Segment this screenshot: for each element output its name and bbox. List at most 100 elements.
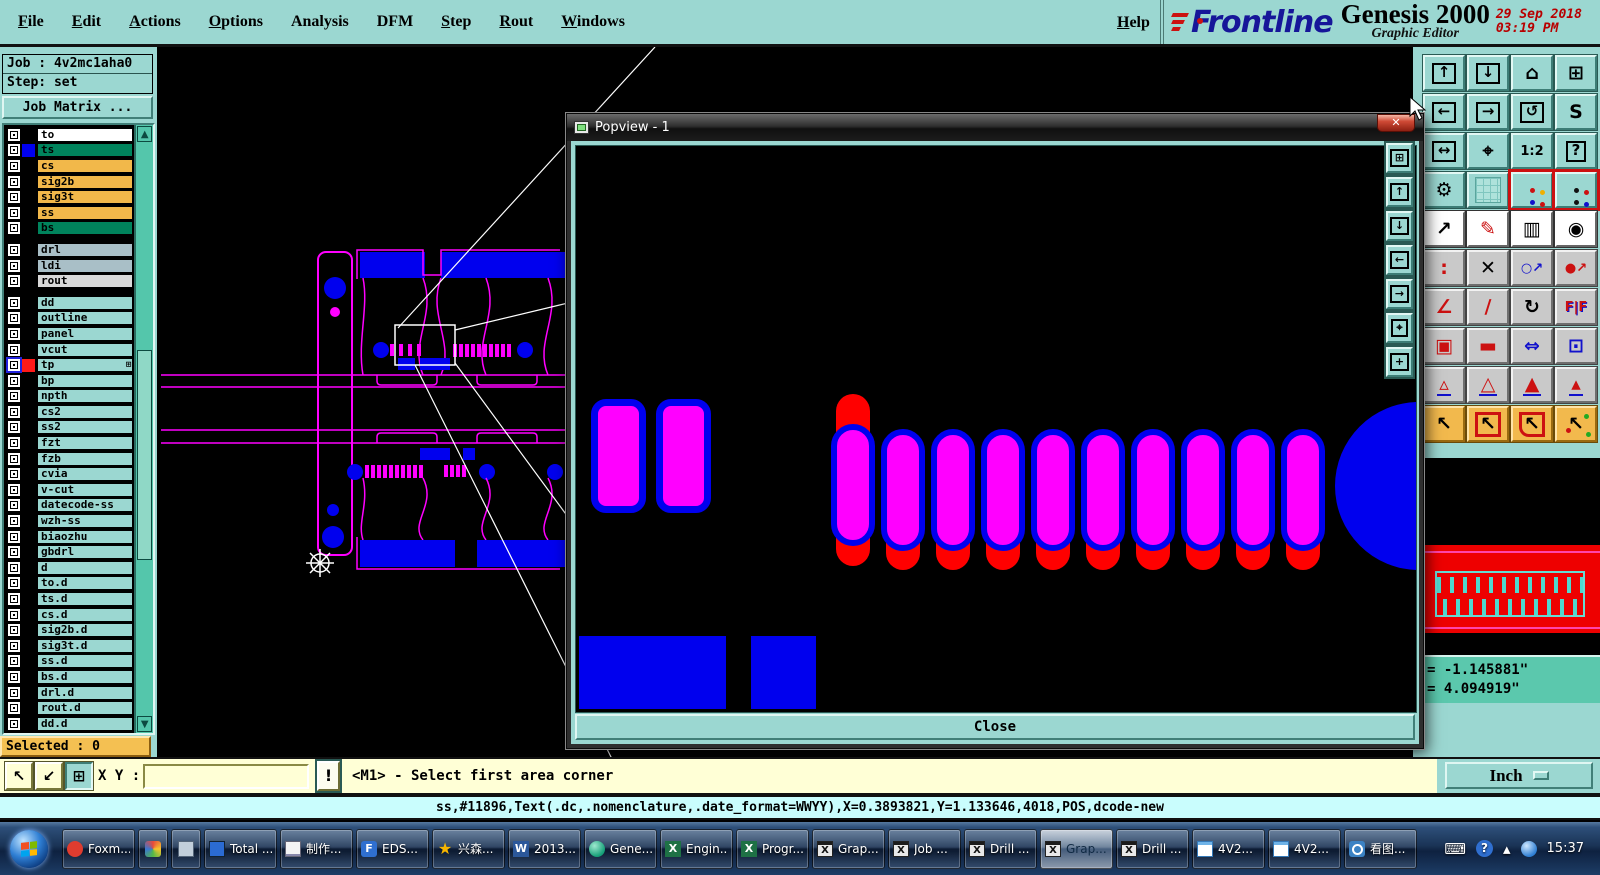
layer-row-gbdrl[interactable]: gbdrl bbox=[6, 544, 134, 560]
layer-checkbox-dd.d[interactable] bbox=[8, 717, 20, 730]
home-view-button[interactable]: ⌂ bbox=[1511, 55, 1553, 91]
layer-name-vcut[interactable]: vcut bbox=[37, 342, 134, 357]
taskbar-app-job[interactable]: X Job ... bbox=[888, 828, 961, 869]
layer-checkbox-fzt[interactable] bbox=[8, 437, 20, 450]
layer-name-bs.d[interactable]: bs.d bbox=[37, 669, 134, 684]
layer-checkbox-outline[interactable] bbox=[8, 312, 20, 325]
layer-row-wzh-ss[interactable]: wzh-ss bbox=[6, 513, 134, 529]
rotate-button[interactable]: ↻ bbox=[1511, 289, 1553, 325]
popview-titlebar[interactable]: Popview - 1 ✕ bbox=[567, 114, 1423, 141]
layer-name-fzb[interactable]: fzb bbox=[37, 451, 134, 466]
height-tool-3-button[interactable]: ▲ bbox=[1511, 367, 1553, 403]
menu-options[interactable]: Options bbox=[208, 13, 263, 30]
layer-swatch-ss.d[interactable] bbox=[22, 655, 35, 668]
layer-name-ts.d[interactable]: ts.d bbox=[37, 592, 134, 607]
taskbar-app-total[interactable]: Total ... bbox=[204, 828, 277, 869]
layer-swatch-dd[interactable] bbox=[22, 296, 35, 309]
layer-row-cs2[interactable]: cs2 bbox=[6, 404, 134, 420]
layer-checkbox-sig3t[interactable] bbox=[8, 191, 20, 204]
taskbar-app-drill[interactable]: X Drill ... bbox=[1116, 828, 1189, 869]
layer-name-cs2[interactable]: cs2 bbox=[37, 404, 134, 419]
layer-name-cvia[interactable]: cvia bbox=[37, 467, 134, 482]
layer-colors-b-button[interactable] bbox=[1555, 172, 1597, 208]
layer-name-npth[interactable]: npth bbox=[37, 389, 134, 404]
layer-swatch-drl[interactable] bbox=[22, 243, 35, 256]
layer-row-ss[interactable]: ss bbox=[6, 205, 134, 221]
layer-row-outline[interactable]: outline bbox=[6, 311, 134, 327]
shift-right-button[interactable]: → bbox=[1386, 279, 1413, 309]
taskbar-app-4v2[interactable]: 4V2... bbox=[1192, 828, 1265, 869]
previous-view-button[interactable]: ↺ bbox=[1511, 94, 1553, 130]
layer-checkbox-drl[interactable] bbox=[8, 243, 20, 256]
height-tool-4-button[interactable]: ▴ bbox=[1555, 367, 1597, 403]
layer-checkbox-wzh-ss[interactable] bbox=[8, 515, 20, 528]
layer-name-to[interactable]: to bbox=[37, 127, 134, 142]
zoom-1-2-button[interactable]: 1:2 bbox=[1511, 133, 1553, 169]
layer-row-rout.d[interactable]: rout.d bbox=[6, 700, 134, 716]
keyboard-icon[interactable]: ⌨ bbox=[1444, 839, 1466, 858]
popview-window-button[interactable]: ⊞ bbox=[1386, 143, 1413, 173]
layer-swatch-vcut[interactable] bbox=[22, 343, 35, 356]
layer-swatch-sig2b.d[interactable] bbox=[22, 624, 35, 637]
layer-name-bp[interactable]: bp bbox=[37, 373, 134, 388]
layer-swatch-sig3t.d[interactable] bbox=[22, 639, 35, 652]
layer-name-biaozhu[interactable]: biaozhu bbox=[37, 529, 134, 544]
layer-colors-a-button[interactable] bbox=[1511, 172, 1553, 208]
grid-window-tool-button[interactable]: ⊞ bbox=[65, 762, 93, 790]
layer-swatch-rout[interactable] bbox=[22, 275, 35, 288]
layer-swatch-dd.d[interactable] bbox=[22, 717, 35, 730]
layer-checkbox-bs[interactable] bbox=[8, 222, 20, 235]
layer-row-tp[interactable]: tp ⊞ bbox=[6, 357, 134, 374]
layer-row-dd.d[interactable]: dd.d bbox=[6, 716, 134, 732]
layer-row-panel[interactable]: panel bbox=[6, 326, 134, 342]
menu-analysis[interactable]: Analysis bbox=[290, 13, 349, 30]
layer-name-ss.d[interactable]: ss.d bbox=[37, 654, 134, 669]
taskbar-app-app18[interactable]: 看图... bbox=[1344, 828, 1417, 869]
layer-row-fzb[interactable]: fzb bbox=[6, 451, 134, 467]
layer-row-to.d[interactable]: to.d bbox=[6, 576, 134, 592]
height-tool-2-button[interactable]: △ bbox=[1467, 367, 1509, 403]
layer-row-sig3t[interactable]: sig3t bbox=[6, 189, 134, 205]
layer-name-rout[interactable]: rout bbox=[37, 274, 134, 289]
layer-scrollbar[interactable]: ▲ ▼ bbox=[134, 125, 153, 733]
layer-row-cs.d[interactable]: cs.d bbox=[6, 607, 134, 623]
layer-checkbox-ts[interactable] bbox=[8, 144, 20, 157]
popview-canvas[interactable] bbox=[575, 145, 1417, 713]
layer-swatch-npth[interactable] bbox=[22, 390, 35, 403]
layer-checkbox-datecode-ss[interactable] bbox=[8, 499, 20, 512]
zoom-center-button[interactable]: ⌖ bbox=[1467, 133, 1509, 169]
layer-name-d[interactable]: d bbox=[37, 560, 134, 575]
layer-swatch-drl.d[interactable] bbox=[22, 686, 35, 699]
layer-checkbox-ss[interactable] bbox=[8, 206, 20, 219]
layer-checkbox-bp[interactable] bbox=[8, 374, 20, 387]
taskbar-app-2013[interactable]: W 2013... bbox=[508, 828, 581, 869]
shift-up-button[interactable]: ↑ bbox=[1386, 177, 1413, 207]
zoom-width-button[interactable]: ↔ bbox=[1423, 133, 1465, 169]
layer-checkbox-ss.d[interactable] bbox=[8, 655, 20, 668]
layer-checkbox-d[interactable] bbox=[8, 561, 20, 574]
taskbar-app-paint[interactable] bbox=[138, 828, 168, 869]
layer-row-cs[interactable]: cs bbox=[6, 158, 134, 174]
layer-row-biaozhu[interactable]: biaozhu bbox=[6, 529, 134, 545]
layer-swatch-rout.d[interactable] bbox=[22, 702, 35, 715]
layer-name-cs[interactable]: cs bbox=[37, 158, 134, 173]
layer-name-ss[interactable]: ss bbox=[37, 205, 134, 220]
layer-swatch-panel[interactable] bbox=[22, 327, 35, 340]
layer-checkbox-cs.d[interactable] bbox=[8, 608, 20, 621]
layer-row-vcut[interactable]: vcut bbox=[6, 342, 134, 358]
taskbar-app-engin[interactable]: X Engin... bbox=[660, 828, 733, 869]
layer-name-sig3t[interactable]: sig3t bbox=[37, 190, 134, 205]
taskbar-app-app4[interactable]: 制作... bbox=[280, 828, 353, 869]
xy-input[interactable] bbox=[143, 764, 309, 789]
taskbar-app-calc[interactable] bbox=[171, 828, 201, 869]
layer-name-sig3t.d[interactable]: sig3t.d bbox=[37, 638, 134, 653]
layer-row-ts[interactable]: ts bbox=[6, 143, 134, 159]
swap-pad-button[interactable]: ▣ bbox=[1423, 328, 1465, 364]
layer-checkbox-ldi[interactable] bbox=[8, 259, 20, 272]
layer-swatch-cs[interactable] bbox=[22, 159, 35, 172]
layer-name-outline[interactable]: outline bbox=[37, 311, 134, 326]
taskbar-app-eds[interactable]: F EDS... bbox=[356, 828, 429, 869]
layer-checkbox-dd[interactable] bbox=[8, 296, 20, 309]
network-icon[interactable] bbox=[1520, 840, 1537, 857]
job-matrix-button[interactable]: Job Matrix ... bbox=[2, 96, 153, 119]
